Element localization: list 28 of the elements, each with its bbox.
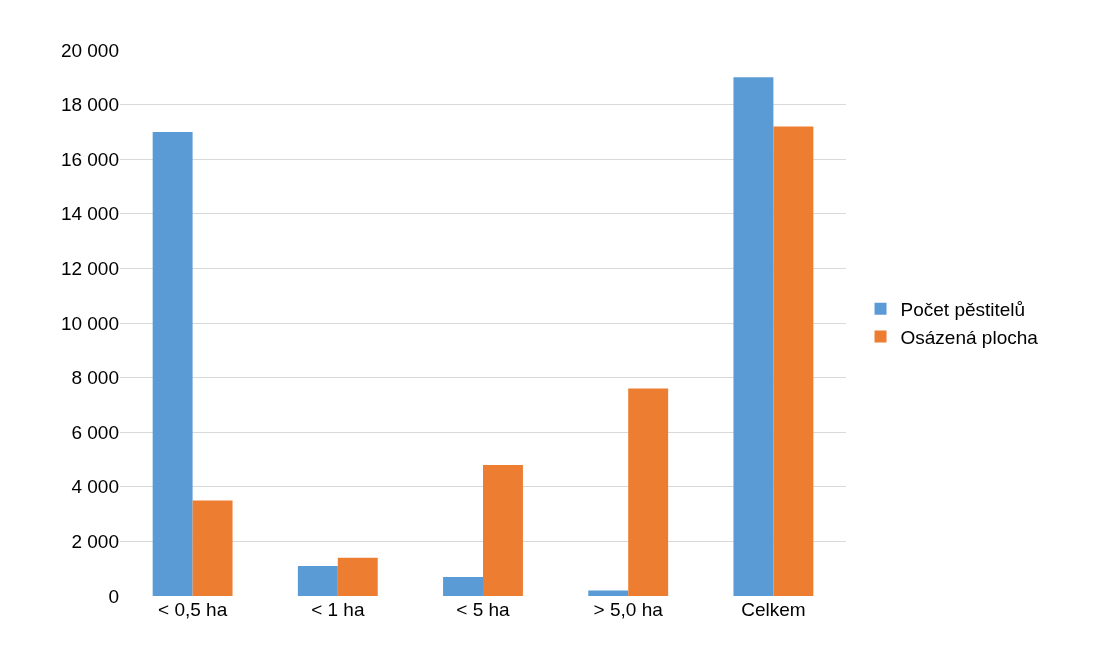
y-tick-label: 14 000 [60, 203, 119, 225]
y-tick-label: 18 000 [60, 94, 119, 116]
bar [192, 500, 233, 596]
y-tick-label: 2 000 [71, 531, 119, 553]
bar [297, 565, 338, 596]
bar [588, 590, 629, 596]
legend-label: Počet pěstitelů [900, 299, 1026, 321]
y-tick-label: 20 000 [60, 39, 119, 61]
bar [443, 576, 483, 596]
y-tick-label: 16 000 [60, 148, 119, 170]
y-tick-label: 6 000 [71, 421, 119, 443]
x-tick-label: < 0,5 ha [158, 599, 228, 620]
y-tick-label: 0 [108, 585, 119, 607]
y-tick-label: 10 000 [60, 312, 119, 334]
y-tick-label: 8 000 [71, 367, 119, 389]
bar [152, 131, 193, 596]
bar [773, 126, 814, 596]
y-tick-label: 12 000 [60, 258, 119, 280]
bar [483, 464, 523, 596]
x-tick-label: Celkem [741, 599, 806, 620]
x-tick-label: > 5,0 ha [593, 599, 664, 620]
legend-label: Osázená plocha [900, 326, 1039, 348]
bar [337, 557, 378, 596]
y-tick-label: 4 000 [71, 476, 119, 498]
bar [733, 77, 774, 596]
bar [628, 388, 669, 596]
x-tick-label: < 5 ha [456, 599, 511, 620]
x-tick-label: < 1 ha [311, 599, 365, 620]
